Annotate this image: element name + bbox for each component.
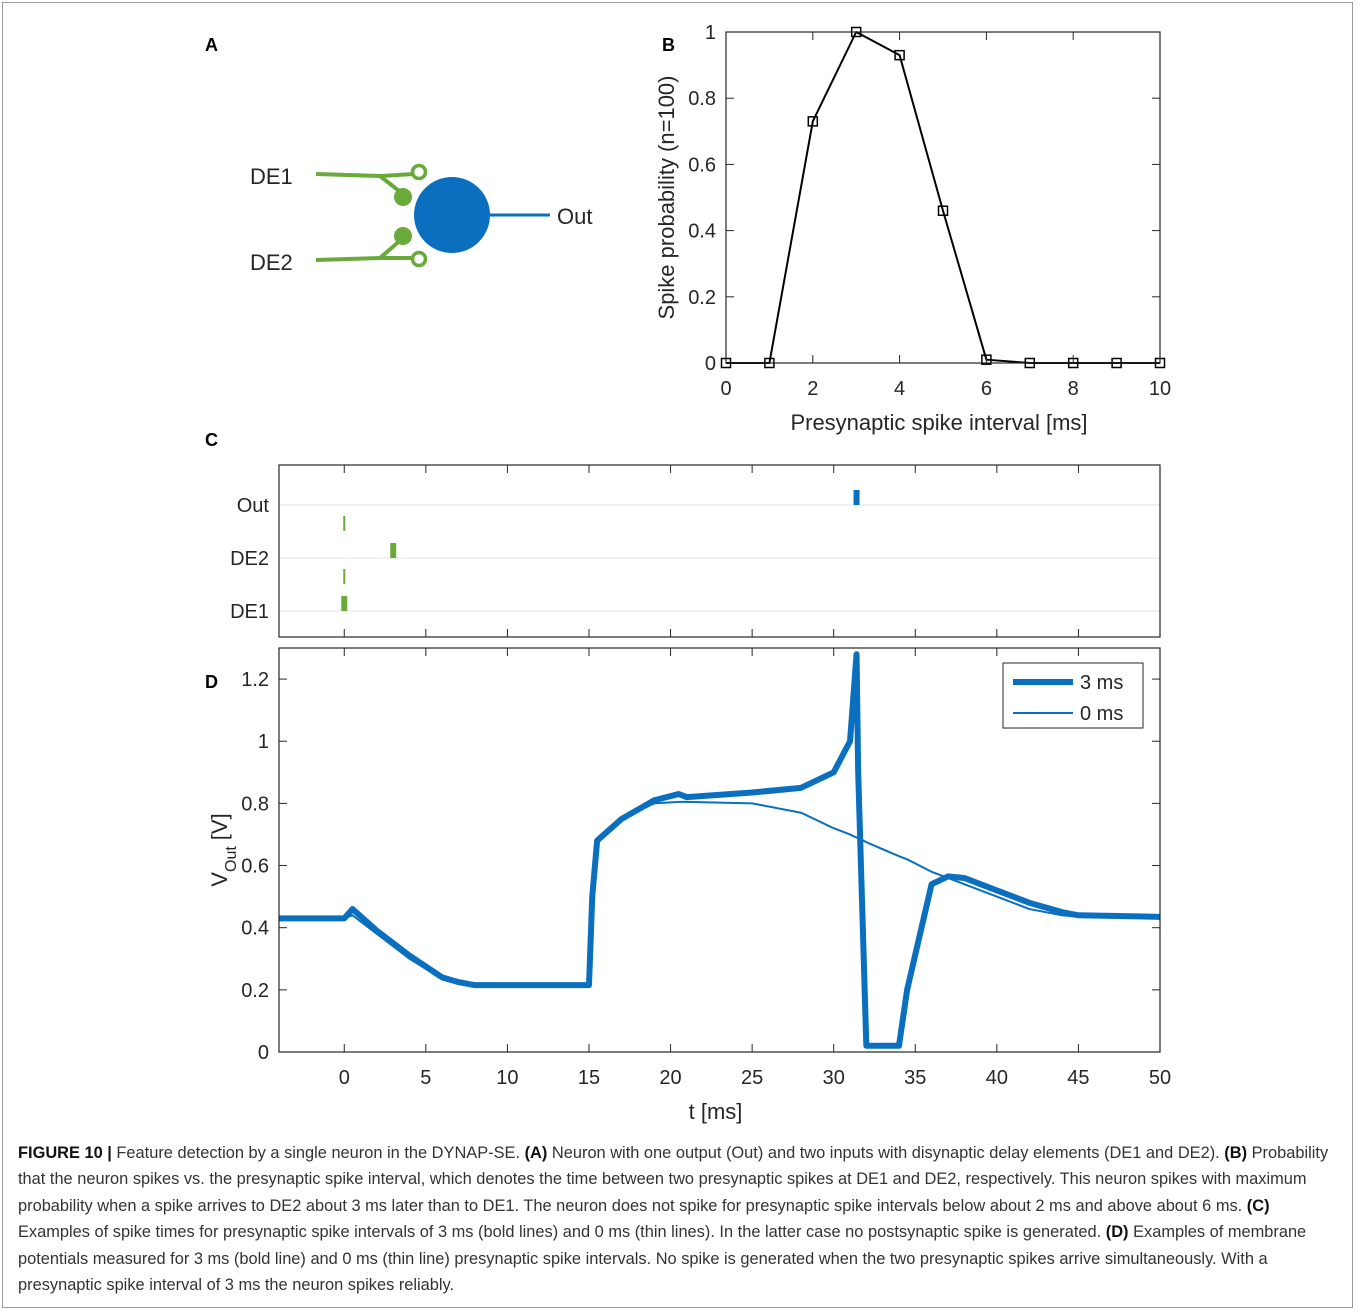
x-tick-label: 0 (720, 378, 731, 400)
x-tick-label: 15 (578, 1067, 600, 1089)
axes-box (278, 464, 1161, 638)
x-tick-label: 10 (1149, 378, 1171, 400)
legend-label: 0 ms (1080, 703, 1123, 725)
chart: C DE1 DE2 Out (205, 430, 1161, 638)
y-tick-label: 0.2 (241, 980, 269, 1002)
y-tick-label: 0.8 (688, 88, 716, 110)
figure: A DE1 DE2 Out B00.20.40.60.810 2 4 6 8 10Pres… (205, 22, 1171, 1124)
y-axis-label: Spike probability (n=100) (654, 76, 679, 320)
input-line (379, 172, 415, 178)
caption-text: Neuron with one output (Out) and two inp… (547, 1144, 1225, 1162)
neuron-diagram: A DE1 DE2 Out (205, 35, 592, 275)
data-line (279, 800, 1160, 987)
x-tick-label: 25 (741, 1067, 763, 1089)
neuron (414, 177, 490, 253)
dendrites (315, 163, 428, 268)
y-axis-label: VOut [V] (207, 813, 240, 886)
y-tick-label: 0.2 (688, 287, 716, 309)
axes-box (278, 647, 1161, 1053)
marker (807, 116, 819, 127)
y-tick-label: DE2 (230, 548, 269, 570)
input-label: DE2 (250, 250, 293, 275)
x-tick-label: 5 (420, 1067, 431, 1089)
synapse-filled (394, 188, 412, 206)
synapse-filled (394, 227, 412, 245)
x-tick-label: 4 (894, 378, 905, 400)
chart: D 0 0.2 0.4 0.6 0.8 1 1.2 3 ms 0 ms 0 5 10 15 20 25 30 35… (205, 647, 1171, 1124)
axes-box (725, 31, 1161, 364)
panel-label: C (205, 430, 218, 450)
y-tick-label: 0.8 (241, 793, 269, 815)
y-tick-label: Out (237, 495, 270, 517)
synapse-open (410, 250, 428, 268)
y-tick-label: 1.2 (241, 669, 269, 691)
x-axis-label: t [ms] (689, 1099, 743, 1124)
legend-label: 3 ms (1080, 672, 1123, 694)
caption-bold: (A) (524, 1144, 548, 1162)
y-tick-label: 0 (705, 353, 716, 375)
x-tick-label: 30 (823, 1067, 845, 1089)
y-tick-label: 0.4 (241, 918, 269, 940)
x-tick-label: 0 (339, 1067, 350, 1089)
caption-text: Feature detection by a single neuron in … (111, 1144, 525, 1162)
panel-label: B (662, 35, 675, 55)
x-tick-label: 6 (981, 378, 992, 400)
y-tick-label: 0.4 (688, 221, 716, 243)
x-axis-label: Presynaptic spike interval [ms] (790, 410, 1087, 435)
y-tick-label: 0.6 (241, 856, 269, 878)
panel-label: A (205, 35, 218, 55)
y-axis-label-unit: [V] (207, 813, 232, 840)
caption-bold: FIGURE 10 | (18, 1144, 112, 1162)
y-tick-label: DE1 (230, 601, 269, 623)
x-tick-label: 20 (659, 1067, 681, 1089)
data-line (726, 31, 1160, 364)
output-label: Out (557, 204, 592, 229)
marker (937, 205, 949, 216)
input-label: DE1 (250, 164, 293, 189)
legend-box (1002, 662, 1144, 729)
caption-bold: (D) (1105, 1223, 1129, 1242)
y-tick-label: 0.6 (688, 154, 716, 176)
y-tick-label: 1 (705, 22, 716, 44)
x-tick-label: 2 (807, 378, 818, 400)
synapse-open (410, 163, 428, 181)
x-tick-label: 45 (1067, 1067, 1089, 1089)
data-line (279, 651, 1161, 1049)
caption-text: Examples of membrane potentials measured… (18, 1223, 1307, 1295)
y-tick-label: 1 (258, 731, 269, 753)
caption-bold: (C) (1246, 1196, 1270, 1215)
marker (894, 49, 905, 61)
y-axis-label-main: V (207, 872, 232, 887)
y-axis-label-sub: Out (223, 846, 240, 872)
x-tick-label: 8 (1068, 378, 1079, 400)
x-tick-label: 40 (986, 1067, 1008, 1089)
caption-text: Examples of spike times for presynaptic … (18, 1223, 1106, 1242)
caption-text: Probability that the neuron spikes vs. t… (18, 1144, 1329, 1215)
x-tick-label: 50 (1149, 1067, 1171, 1089)
panel-label: D (205, 672, 218, 692)
x-tick-label: 35 (904, 1067, 926, 1089)
y-tick-label: 0 (258, 1042, 269, 1064)
x-tick-label: 10 (496, 1067, 518, 1089)
caption: FIGURE 10 | Feature detection by a singl… (18, 1140, 1340, 1298)
caption-bold: (B) (1224, 1144, 1248, 1162)
